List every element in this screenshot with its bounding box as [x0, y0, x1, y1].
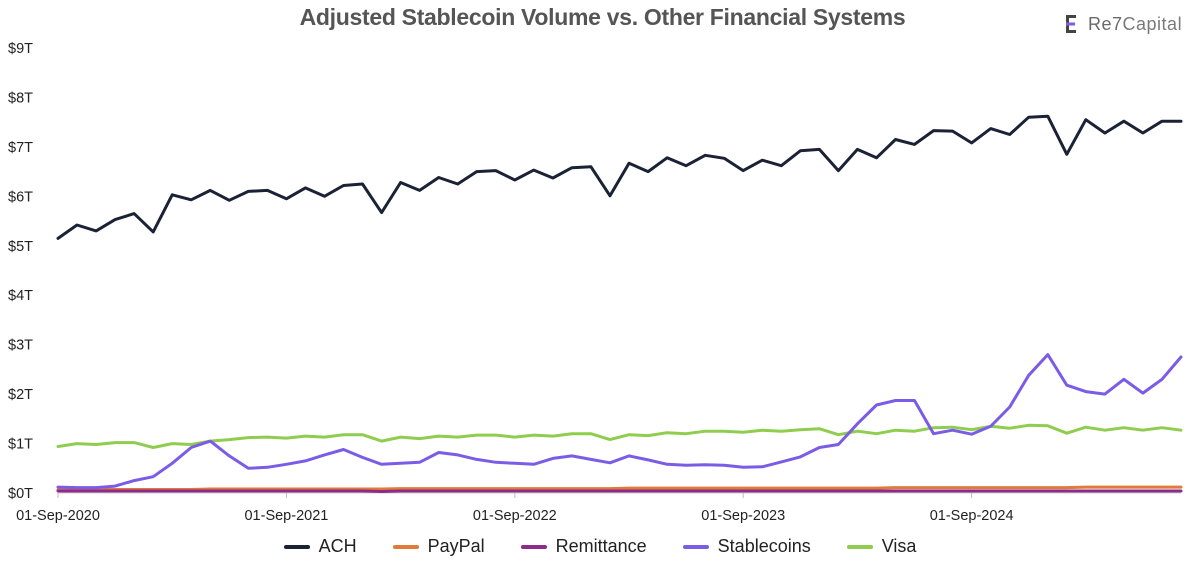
legend-swatch [682, 544, 709, 549]
brand-name-part1: Re7 [1088, 13, 1123, 34]
legend-label: Remittance [555, 536, 647, 556]
legend-item-ach: ACH [283, 536, 357, 557]
y-tick-label: $4T [8, 288, 33, 304]
legend-item-paypal: PayPal [392, 536, 485, 557]
y-tick-label: $7T [8, 140, 33, 156]
brand-mark-icon [1066, 15, 1076, 33]
legend-swatch [846, 544, 873, 549]
legend-label: PayPal [427, 536, 485, 556]
series-line-ach [56, 114, 1183, 240]
y-tick-label: $0T [8, 486, 33, 502]
chart-title: Adjusted Stablecoin Volume vs. Other Fin… [299, 4, 906, 30]
y-tick-label: $1T [8, 437, 33, 453]
legend-label: Visa [881, 536, 917, 556]
y-tick-label: $6T [8, 189, 33, 205]
x-tick-label: 01-Sep-2021 [244, 508, 328, 524]
series-line-visa [56, 423, 1183, 449]
legend-label: ACH [318, 536, 357, 556]
legend-swatch [392, 544, 419, 549]
legend-swatch [283, 544, 310, 549]
y-tick-label: $8T [8, 90, 33, 106]
legend-swatch [520, 544, 547, 549]
legend-item-remittance: Remittance [520, 536, 647, 557]
chart-legend: ACH PayPal Remittance Stablecoins Visa [0, 536, 1200, 557]
x-tick-label: 01-Sep-2023 [701, 508, 785, 524]
line-chart: $0T $1T $2T $3T $4T $5T $6T $7T $8T $9T 01-Sep-202… [8, 41, 1183, 524]
y-tick-label: $9T [8, 41, 33, 57]
brand-name-part2: Capital [1122, 13, 1183, 34]
series-line-remittance [56, 489, 1183, 493]
legend-item-visa: Visa [846, 536, 917, 557]
y-tick-label: $5T [8, 239, 33, 255]
x-tick-label: 01-Sep-2024 [930, 508, 1014, 524]
series-line-stablecoins [56, 353, 1183, 490]
legend-item-stablecoins: Stablecoins [682, 536, 811, 557]
brand-name: Re7Capital [1088, 14, 1182, 35]
series-line-paypal [56, 485, 1183, 492]
x-tick-label: 01-Sep-2022 [473, 508, 557, 524]
brand-logo: Re7Capital [1064, 13, 1182, 35]
legend-label: Stablecoins [717, 536, 811, 556]
x-tick-label: 01-Sep-2020 [16, 508, 100, 524]
y-tick-label: $3T [8, 338, 33, 354]
y-tick-label: $2T [8, 387, 33, 403]
